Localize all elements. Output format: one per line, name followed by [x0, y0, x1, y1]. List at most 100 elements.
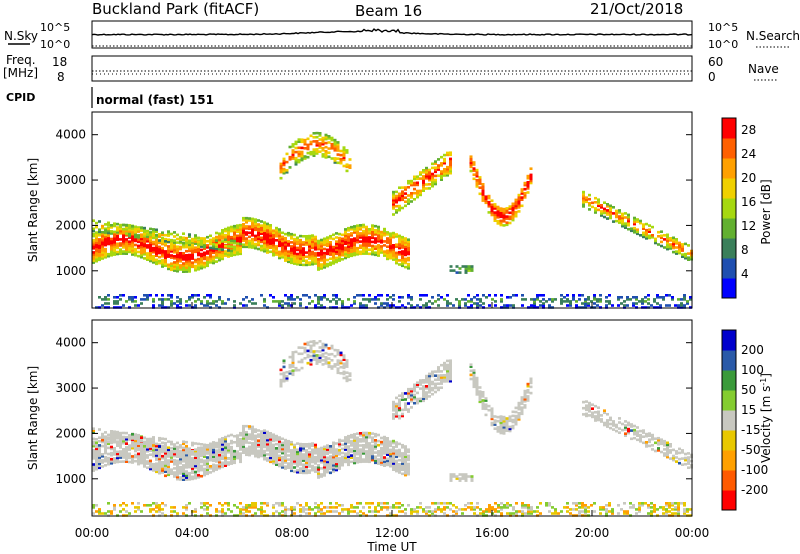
power-cell	[260, 226, 263, 229]
power-cell	[185, 249, 188, 253]
velocity-cell	[125, 437, 128, 441]
velocity-cell	[383, 437, 386, 441]
velocity-cell	[657, 438, 660, 442]
velocity-cell	[386, 463, 389, 467]
power-cell	[200, 243, 203, 246]
power-cell	[324, 135, 328, 139]
power-cell	[395, 200, 398, 204]
velocity-cell	[173, 471, 176, 474]
velocity-cell	[110, 435, 113, 439]
power-cell	[401, 186, 404, 189]
power-cell	[140, 251, 143, 255]
power-cell	[681, 249, 684, 252]
power-cell	[428, 176, 431, 180]
power-cell	[251, 238, 254, 241]
velocity-cell	[248, 445, 251, 449]
power-cell	[125, 229, 128, 233]
power-cell	[92, 240, 95, 244]
power-cell	[293, 239, 296, 243]
velocity-cell	[452, 473, 456, 476]
velocity-cell	[308, 455, 311, 458]
power-cell	[125, 250, 128, 253]
power-cell	[104, 223, 107, 226]
velocity-cell	[458, 479, 462, 482]
velocity-cell	[505, 423, 509, 426]
power-cell	[254, 302, 257, 305]
power-colorbar-swatch	[722, 198, 736, 219]
velocity-cell	[386, 459, 389, 463]
velocity-cell	[296, 448, 299, 452]
velocity-cell	[663, 454, 666, 457]
velocity-cell	[383, 462, 386, 465]
power-cell	[173, 246, 176, 250]
power-cell	[299, 249, 302, 252]
power-cell	[575, 304, 578, 307]
velocity-cell	[321, 344, 325, 348]
velocity-cell	[140, 451, 143, 455]
power-cell	[548, 304, 551, 307]
power-cell	[380, 234, 383, 238]
power-cell	[297, 138, 301, 141]
power-cell	[318, 142, 322, 145]
power-cell	[636, 220, 639, 223]
power-cell	[335, 294, 338, 297]
power-cell	[302, 263, 305, 267]
power-cell	[434, 162, 437, 165]
power-cell	[404, 200, 407, 203]
power-cell	[345, 149, 349, 152]
power-cell	[173, 241, 176, 244]
velocity-cell	[95, 445, 98, 449]
power-cell	[350, 238, 353, 241]
power-cell	[458, 267, 462, 270]
velocity-cell	[251, 433, 254, 437]
power-cell	[302, 253, 305, 256]
power-cell	[300, 152, 304, 156]
velocity-cell	[260, 452, 263, 456]
velocity-cell	[365, 443, 368, 447]
power-cell	[182, 270, 185, 273]
power-cell	[179, 302, 182, 305]
power-cell	[149, 294, 152, 297]
velocity-cell	[326, 458, 329, 462]
velocity-cell	[401, 466, 404, 469]
velocity-cell	[203, 508, 206, 511]
velocity-cell	[182, 442, 185, 446]
velocity-cell	[404, 471, 407, 475]
velocity-cell	[407, 408, 410, 411]
velocity-cell	[374, 443, 377, 446]
velocity-cell	[299, 461, 302, 464]
velocity-cell	[416, 381, 419, 384]
velocity-cell	[161, 437, 164, 440]
power-cell	[173, 265, 176, 268]
power-cell	[600, 206, 603, 209]
velocity-cell	[239, 452, 242, 455]
power-cell	[344, 246, 347, 250]
power-cell	[296, 260, 299, 264]
power-cell	[485, 296, 488, 299]
power-cell	[305, 243, 308, 246]
power-cell	[191, 294, 194, 297]
power-cell	[566, 300, 569, 303]
power-cell	[671, 298, 674, 301]
velocity-cell	[299, 467, 302, 470]
power-cell	[344, 240, 347, 243]
power-cell	[308, 263, 311, 266]
velocity-cell	[236, 434, 239, 437]
velocity-cell	[221, 461, 224, 465]
power-cell	[293, 243, 296, 247]
power-cell	[143, 246, 146, 250]
power-cell	[651, 225, 654, 229]
velocity-cell	[389, 464, 392, 468]
power-cell	[170, 268, 173, 272]
velocity-cell	[371, 452, 374, 456]
power-cell	[275, 228, 278, 232]
velocity-cell	[170, 460, 173, 463]
velocity-cell	[146, 445, 149, 448]
power-cell	[600, 214, 603, 217]
power-cell	[368, 228, 371, 231]
velocity-cell	[350, 460, 353, 464]
velocity-cell	[443, 378, 446, 381]
velocity-cell	[657, 447, 660, 450]
velocity-cell	[257, 455, 260, 459]
power-cell	[353, 231, 356, 234]
